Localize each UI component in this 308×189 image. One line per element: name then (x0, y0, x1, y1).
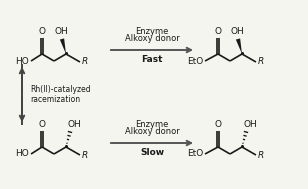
Text: Alkoxy donor: Alkoxy donor (125, 127, 179, 136)
Text: R: R (258, 150, 264, 160)
Text: R: R (82, 150, 88, 160)
Text: O: O (214, 27, 221, 36)
Text: HO: HO (15, 149, 29, 159)
Text: HO: HO (15, 57, 29, 66)
Text: OH: OH (243, 120, 257, 129)
Text: OH: OH (67, 120, 81, 129)
Polygon shape (60, 38, 66, 54)
Text: O: O (38, 27, 46, 36)
Text: Fast: Fast (141, 55, 163, 64)
Text: R: R (258, 57, 264, 67)
Text: Slow: Slow (140, 148, 164, 157)
Text: O: O (38, 120, 46, 129)
Text: OH: OH (230, 27, 244, 36)
Text: Alkoxy donor: Alkoxy donor (125, 34, 179, 43)
Text: Rh(II)-catalyzed: Rh(II)-catalyzed (30, 85, 91, 94)
Text: EtO: EtO (187, 57, 203, 66)
Text: racemization: racemization (30, 95, 80, 104)
Text: R: R (82, 57, 88, 67)
Text: Enzyme: Enzyme (135, 120, 169, 129)
Polygon shape (236, 38, 242, 54)
Text: OH: OH (54, 27, 68, 36)
Text: EtO: EtO (187, 149, 203, 159)
Text: Enzyme: Enzyme (135, 27, 169, 36)
Text: O: O (214, 120, 221, 129)
